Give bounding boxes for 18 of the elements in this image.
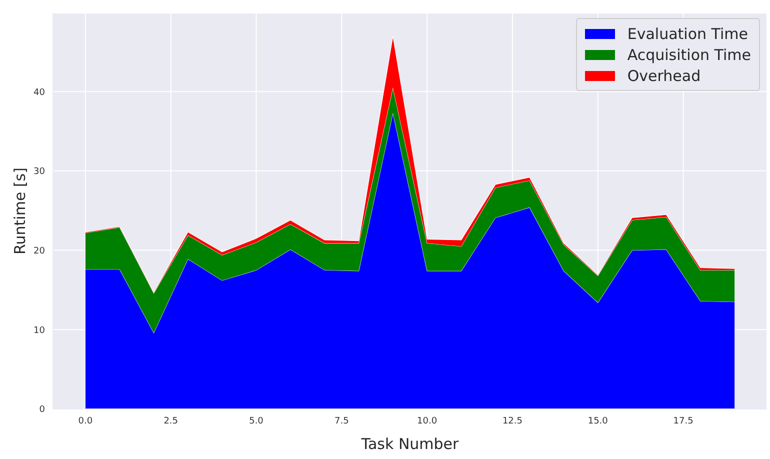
y-axis-title: Runtime [s] — [11, 168, 29, 254]
legend-label: Overhead — [627, 66, 701, 84]
x-tick-label: 7.5 — [334, 416, 349, 426]
x-tick-label: 17.5 — [673, 416, 694, 426]
x-tick-label: 12.5 — [502, 416, 523, 426]
x-axis-title: Task Number — [360, 435, 460, 453]
y-tick-label: 30 — [34, 167, 46, 178]
y-tick-label: 0 — [39, 405, 46, 416]
y-tick-label: 10 — [34, 326, 46, 336]
legend-label: Evaluation Time — [627, 24, 748, 42]
legend-label: Acquisition Time — [627, 46, 751, 64]
x-tick-label: 10.0 — [417, 416, 438, 426]
y-tick-label: 40 — [34, 88, 46, 98]
x-tick-label: 5.0 — [249, 416, 264, 426]
x-tick-label: 15.0 — [588, 416, 608, 426]
y-tick-label: 20 — [34, 246, 46, 256]
x-tick-label: 2.5 — [164, 416, 178, 426]
x-tick-label: 0.0 — [78, 416, 93, 426]
